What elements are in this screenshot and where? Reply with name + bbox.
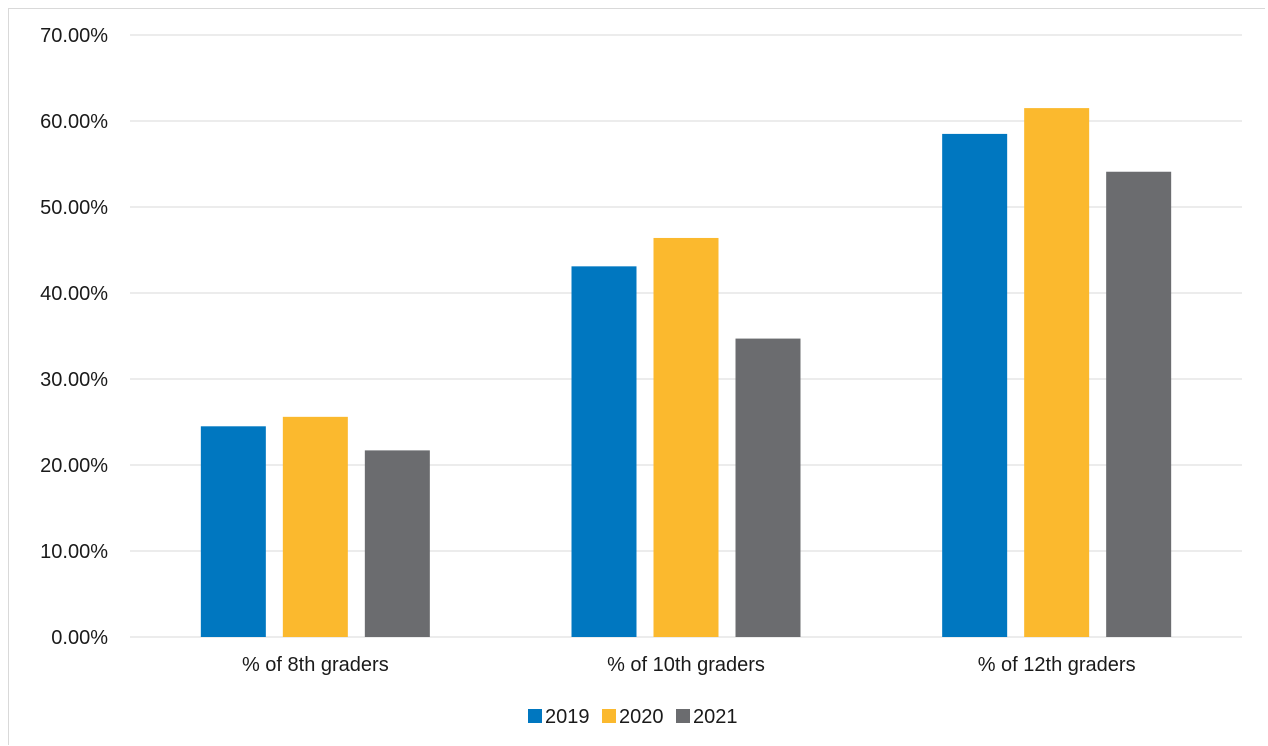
bar-2021-1 <box>364 450 430 637</box>
legend-label-2020: 2020 <box>619 706 664 728</box>
legend: 2019 2020 2021 <box>528 706 738 728</box>
y-tick-label: 10.00% <box>40 541 108 563</box>
legend-swatch-2019 <box>528 709 542 723</box>
bar-2019-3 <box>942 133 1008 637</box>
x-category-label: % of 12th graders <box>978 654 1136 676</box>
bar-2020-3 <box>1024 108 1090 638</box>
y-tick-label: 40.00% <box>40 283 108 305</box>
legend-swatch-2020 <box>602 709 616 723</box>
y-tick-label: 0.00% <box>51 627 108 649</box>
bar-2021-2 <box>735 338 801 637</box>
legend-label-2021: 2021 <box>693 706 738 728</box>
bar-2019-2 <box>571 266 637 637</box>
legend-swatch-2021 <box>676 709 690 723</box>
chart-frame <box>8 8 1265 745</box>
bars <box>200 108 1172 638</box>
bar-2020-2 <box>653 237 719 637</box>
bar-2019-1 <box>200 426 266 637</box>
bar-2021-3 <box>1106 171 1172 638</box>
x-category-label: % of 10th graders <box>607 654 765 676</box>
x-category-label: % of 8th graders <box>242 654 389 676</box>
y-tick-label: 70.00% <box>40 25 108 47</box>
y-axis-tick-labels: 0.00% 10.00% 20.00% 30.00% 40.00% 50.00% 60.00… <box>40 25 108 649</box>
y-tick-label: 20.00% <box>40 455 108 477</box>
y-tick-label: 60.00% <box>40 111 108 133</box>
x-axis-category-labels: % of 8th graders % of 10th graders % of 12… <box>242 654 1136 676</box>
y-tick-label: 30.00% <box>40 369 108 391</box>
bar-2020-1 <box>282 416 348 637</box>
y-tick-label: 50.00% <box>40 197 108 219</box>
legend-label-2019: 2019 <box>545 706 590 728</box>
